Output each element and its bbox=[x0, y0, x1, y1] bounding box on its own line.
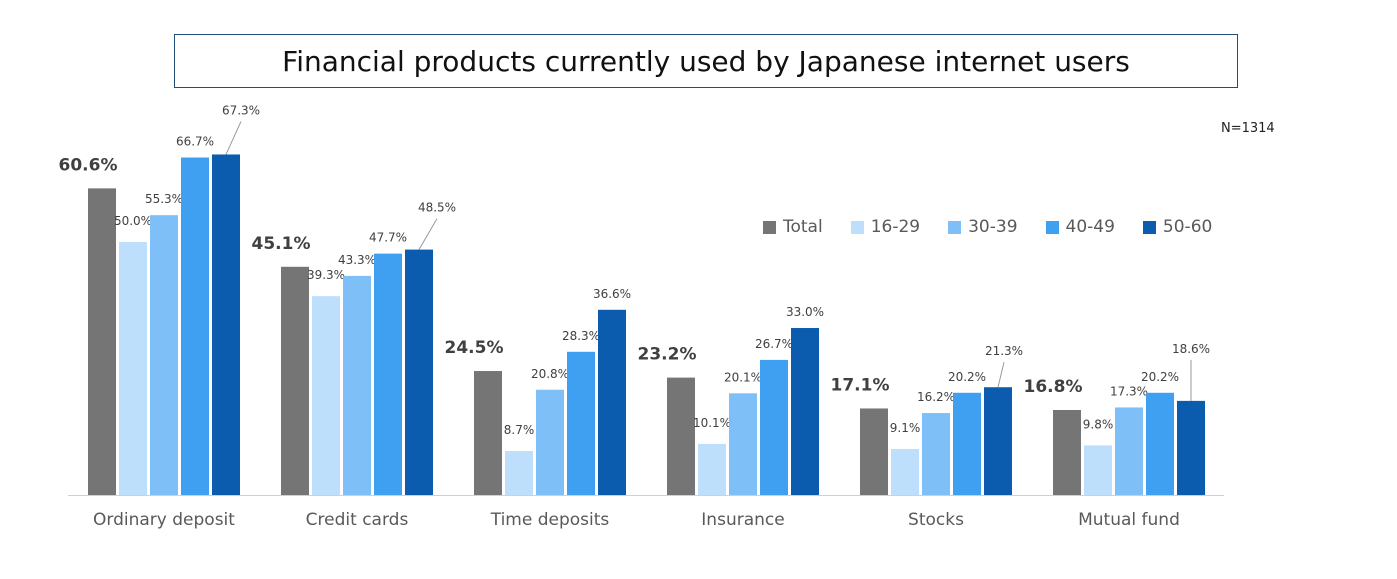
legend-item-30-39: 30-39 bbox=[948, 217, 1018, 237]
category-label-3: Insurance bbox=[701, 510, 784, 530]
data-label-0-4: 17.1% bbox=[831, 375, 890, 395]
bar-4-1 bbox=[405, 249, 433, 495]
data-label-1-0: 50.0% bbox=[114, 214, 152, 228]
legend-label-50-60: 50-60 bbox=[1162, 217, 1213, 237]
data-label-2-5: 17.3% bbox=[1110, 384, 1148, 398]
data-label-4-5: 18.6% bbox=[1172, 342, 1210, 356]
category-label-2: Time deposits bbox=[490, 510, 610, 530]
bar-4-0 bbox=[212, 154, 240, 495]
bar-0-3 bbox=[667, 377, 695, 495]
bar-3-2 bbox=[567, 351, 595, 495]
bar-2-0 bbox=[150, 215, 178, 495]
bar-1-3 bbox=[698, 443, 726, 495]
leader-line-4-1 bbox=[418, 218, 438, 250]
category-label-0: Ordinary deposit bbox=[93, 510, 235, 530]
data-label-4-1: 48.5% bbox=[418, 201, 456, 215]
leader-line-4-0 bbox=[225, 121, 242, 155]
data-label-1-1: 39.3% bbox=[307, 268, 345, 282]
data-label-0-3: 23.2% bbox=[638, 345, 697, 365]
legend-swatch-40-49 bbox=[1045, 220, 1059, 234]
data-label-3-2: 28.3% bbox=[562, 329, 600, 343]
data-label-2-4: 16.2% bbox=[917, 390, 955, 404]
data-label-0-2: 24.5% bbox=[445, 338, 504, 358]
category-label-4: Stocks bbox=[908, 510, 964, 530]
data-label-0-5: 16.8% bbox=[1024, 377, 1083, 397]
bar-3-3 bbox=[760, 359, 788, 495]
data-label-0-1: 45.1% bbox=[252, 234, 311, 254]
chart-title: Financial products currently used by Jap… bbox=[174, 34, 1238, 88]
bar-3-1 bbox=[374, 253, 402, 495]
legend-label-30-39: 30-39 bbox=[968, 217, 1018, 237]
legend-item-50-60: 50-60 bbox=[1142, 217, 1213, 237]
bar-3-4 bbox=[953, 392, 981, 495]
data-label-2-2: 20.8% bbox=[531, 367, 569, 381]
data-label-1-2: 8.7% bbox=[504, 423, 535, 437]
data-label-3-3: 26.7% bbox=[755, 337, 793, 351]
data-label-3-5: 20.2% bbox=[1141, 370, 1179, 384]
bar-2-4 bbox=[922, 413, 950, 495]
data-label-4-4: 21.3% bbox=[985, 344, 1023, 358]
bar-0-5 bbox=[1053, 409, 1081, 495]
bar-1-5 bbox=[1084, 445, 1112, 495]
bar-0-4 bbox=[860, 408, 888, 495]
legend-label-40-49: 40-49 bbox=[1065, 217, 1115, 237]
data-label-4-3: 33.0% bbox=[786, 305, 824, 319]
legend-label-total: Total bbox=[783, 217, 823, 237]
bar-0-2 bbox=[474, 371, 502, 495]
bar-3-5 bbox=[1146, 392, 1174, 495]
bar-4-5 bbox=[1177, 400, 1205, 495]
data-label-4-0: 67.3% bbox=[222, 103, 260, 117]
leader-line-4-4 bbox=[997, 362, 1005, 388]
data-label-1-5: 9.8% bbox=[1083, 417, 1114, 431]
legend-item-40-49: 40-49 bbox=[1045, 217, 1115, 237]
data-label-1-4: 9.1% bbox=[890, 421, 921, 435]
bar-2-2 bbox=[536, 389, 564, 495]
category-label-5: Mutual fund bbox=[1078, 510, 1180, 530]
legend-swatch-50-60 bbox=[1142, 220, 1156, 234]
bar-0-0 bbox=[88, 188, 116, 495]
legend-label-16-29: 16-29 bbox=[870, 217, 921, 237]
legend: Total 16-29 30-39 40-49 50-60 bbox=[763, 217, 1240, 237]
data-label-4-2: 36.6% bbox=[593, 287, 631, 301]
bar-2-3 bbox=[729, 393, 757, 495]
bar-4-4 bbox=[984, 387, 1012, 495]
bar-4-2 bbox=[598, 309, 626, 495]
bar-1-1 bbox=[312, 296, 340, 495]
data-label-2-3: 20.1% bbox=[724, 370, 762, 384]
data-label-3-4: 20.2% bbox=[948, 370, 986, 384]
bar-2-1 bbox=[343, 275, 371, 495]
data-label-3-0: 66.7% bbox=[176, 134, 214, 148]
sample-size-note: N=1314 bbox=[1221, 121, 1275, 136]
bar-1-0 bbox=[119, 242, 147, 495]
legend-swatch-16-29 bbox=[850, 220, 864, 234]
category-label-1: Credit cards bbox=[306, 510, 409, 530]
data-label-1-3: 10.1% bbox=[693, 416, 731, 430]
bar-1-4 bbox=[891, 448, 919, 495]
legend-item-total: Total bbox=[763, 217, 823, 237]
bar-3-0 bbox=[181, 157, 209, 496]
data-label-0-0: 60.6% bbox=[59, 155, 118, 175]
bar-4-3 bbox=[791, 328, 819, 495]
legend-swatch-total bbox=[763, 220, 776, 234]
bar-2-5 bbox=[1115, 407, 1143, 495]
legend-item-16-29: 16-29 bbox=[850, 217, 921, 237]
data-label-3-1: 47.7% bbox=[369, 231, 407, 245]
bar-1-2 bbox=[505, 450, 533, 495]
bar-0-1 bbox=[281, 266, 309, 495]
data-label-2-0: 55.3% bbox=[145, 192, 183, 206]
data-label-2-1: 43.3% bbox=[338, 253, 376, 267]
legend-swatch-30-39 bbox=[948, 220, 962, 234]
